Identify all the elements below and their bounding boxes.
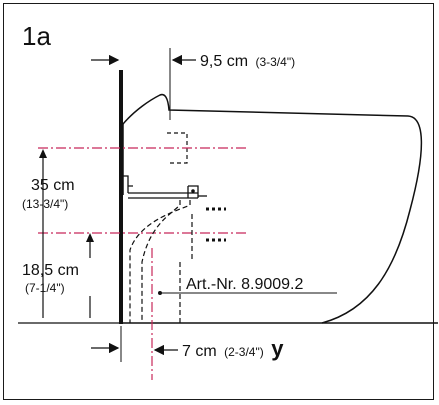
drain-pipe-outer (129, 200, 191, 323)
height-total-imperial: (13-3/4") (22, 197, 68, 211)
height-total-label: 35 cm (31, 177, 75, 194)
toilet-bowl-outline (122, 93, 423, 324)
height-drain-label: 18,5 cm (22, 262, 79, 279)
height-drain-imperial: (7-1/4") (25, 281, 65, 295)
mounting-bracket (123, 175, 199, 199)
drain-arrow-top (86, 233, 94, 242)
bracket-screw (191, 189, 195, 193)
part-number-label: Art.-Nr. 8.9009.2 (186, 276, 303, 293)
figure-number: 1a (22, 21, 51, 51)
drain-pipe-inner (141, 200, 181, 323)
diagram-frame (3, 3, 434, 400)
height-arrow-top (39, 149, 47, 158)
drain-pipe-right (179, 214, 193, 323)
top-dimension-label: 9,5 cm (3-3/4") (200, 53, 295, 70)
bottom-dimension-label: 7 cm (2-3/4") y (182, 336, 284, 361)
